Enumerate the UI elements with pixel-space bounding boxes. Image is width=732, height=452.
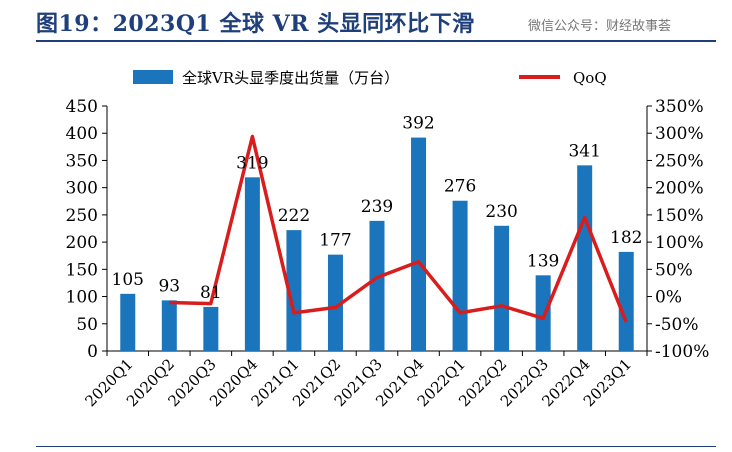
y-right-tick-label: 200% xyxy=(655,179,704,199)
bar xyxy=(161,300,177,351)
bar-data-label: 182 xyxy=(610,228,642,248)
y-left-tick-label: 300 xyxy=(66,179,98,199)
bar-data-label: 81 xyxy=(200,283,222,303)
bar xyxy=(452,200,468,351)
bar-data-label: 319 xyxy=(236,153,268,173)
bar-data-label: 139 xyxy=(527,251,559,271)
legend-line-label: QoQ xyxy=(573,69,607,87)
bar-data-label: 276 xyxy=(444,177,476,197)
y-right-tick-label: 300% xyxy=(655,124,704,144)
bar xyxy=(286,230,302,351)
y-right-tick-label: -100% xyxy=(655,342,709,362)
y-left-tick-label: 0 xyxy=(87,342,98,362)
bar-data-label: 93 xyxy=(158,276,180,296)
y-left-tick-label: 50 xyxy=(76,315,98,335)
bar xyxy=(327,254,343,351)
bar xyxy=(535,275,551,351)
bar xyxy=(494,225,510,351)
y-left-tick-label: 400 xyxy=(66,124,98,144)
y-right-tick-label: -50% xyxy=(655,315,699,335)
legend-bar-label: 全球VR头显季度出货量（万台） xyxy=(182,69,399,87)
bar xyxy=(577,165,593,351)
y-right-tick-label: 350% xyxy=(655,97,704,117)
bar-data-label: 177 xyxy=(319,231,351,251)
bar xyxy=(411,137,427,351)
bar-data-label: 392 xyxy=(402,114,434,134)
figure-title: 图19：2023Q1 全球 VR 头显同环比下滑 xyxy=(36,11,475,37)
watermark-text: 微信公众号：财经故事荟 xyxy=(528,19,672,34)
bar-data-label: 105 xyxy=(112,270,144,290)
bar xyxy=(120,293,136,351)
y-left-tick-label: 250 xyxy=(66,206,98,226)
bottom-rule xyxy=(36,446,716,447)
y-left-tick-label: 350 xyxy=(66,151,98,171)
bar-data-label: 222 xyxy=(278,206,310,226)
qoq-line xyxy=(169,134,628,323)
bar xyxy=(369,220,385,351)
y-left-tick-label: 200 xyxy=(66,233,98,253)
y-right-tick-label: 150% xyxy=(655,206,704,226)
y-right-tick-label: 250% xyxy=(655,151,704,171)
bar xyxy=(203,306,219,351)
bar-data-label: 239 xyxy=(361,197,393,217)
y-left-tick-label: 100 xyxy=(66,288,98,308)
y-right-tick-label: 50% xyxy=(655,260,693,280)
y-left-tick-label: 450 xyxy=(66,97,98,117)
y-right-tick-label: 100% xyxy=(655,233,704,253)
y-right-tick-label: 0% xyxy=(655,288,682,308)
bar-data-label: 230 xyxy=(485,202,517,222)
y-left-tick-label: 150 xyxy=(66,260,98,280)
bar xyxy=(618,251,634,351)
bar-data-label: 341 xyxy=(568,141,600,161)
bar xyxy=(244,177,260,351)
legend-bar-swatch xyxy=(133,70,173,84)
title-rule xyxy=(36,40,716,42)
